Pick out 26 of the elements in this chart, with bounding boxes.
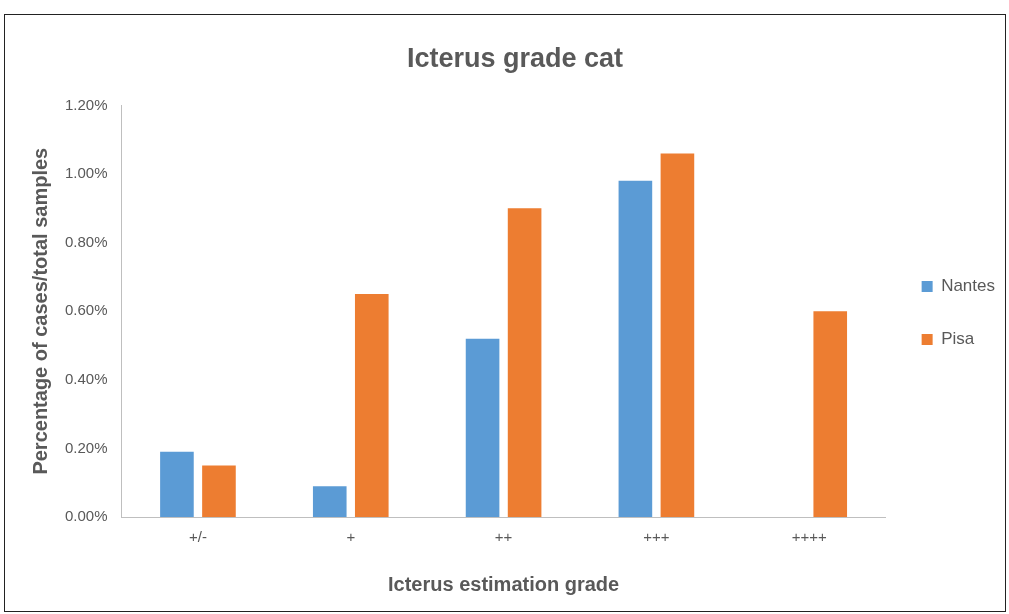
y-axis-title: Percentage of cases/total samples <box>28 147 51 475</box>
bar <box>312 486 347 517</box>
bar <box>618 180 653 517</box>
bar <box>202 465 236 517</box>
y-tick-label: 0.00% <box>64 507 108 525</box>
chart-title: Icterus grade cat <box>406 42 624 73</box>
bar <box>465 338 500 517</box>
x-tick-label: +/- <box>188 528 207 546</box>
x-tick-label: +++ <box>643 528 670 546</box>
y-tick-label: 0.20% <box>64 438 108 456</box>
y-tick-label: 0.80% <box>64 232 108 250</box>
y-tick-label: 0.40% <box>64 369 108 387</box>
bar <box>660 153 695 517</box>
y-tick-label: 0.60% <box>64 301 108 319</box>
y-tick-label: 1.00% <box>64 164 108 182</box>
bar <box>507 208 542 517</box>
bar <box>354 294 389 517</box>
legend-label: Pisa <box>941 329 975 349</box>
bar <box>160 451 194 517</box>
x-tick-label: + <box>346 528 356 546</box>
y-tick-label: 1.20% <box>64 95 108 113</box>
x-tick-label: ++ <box>494 528 513 546</box>
bar <box>813 311 848 517</box>
legend-label: Nantes <box>941 276 996 296</box>
x-tick-label: ++++ <box>791 528 827 546</box>
x-axis-title: Icterus estimation grade <box>387 572 620 595</box>
